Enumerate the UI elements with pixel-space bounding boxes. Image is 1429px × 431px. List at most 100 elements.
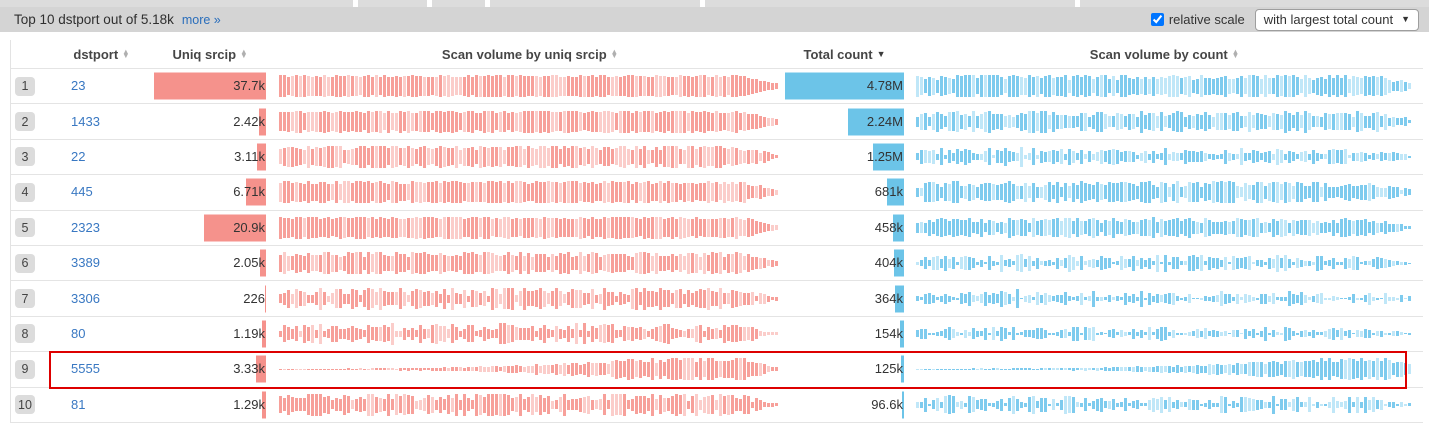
sort-icon: ▲ ▼ (122, 46, 130, 60)
column-header-label: Uniq srcip (172, 46, 237, 62)
total-count-bar (901, 355, 904, 383)
total-count-value: 154k (874, 325, 903, 341)
table-body: 1 23 37.7k 4.78M 2 1433 2.42k 2.24M 3 22 3.11k 1.25… (11, 69, 1423, 423)
total-count-value: 2.24M (866, 113, 903, 129)
dstport-link[interactable]: 81 (71, 396, 86, 412)
uniq-srcip-bar (259, 108, 266, 136)
column-header-uniq_srcip[interactable]: Uniq srcip ▲ ▼ (154, 47, 266, 62)
srcip-sparkline (279, 144, 781, 170)
uniq-srcip-value: 2.05k (233, 255, 265, 271)
rank-badge: 9 (15, 359, 35, 379)
total-count-value: 681k (874, 184, 903, 200)
relative-scale-checkbox[interactable] (1150, 13, 1164, 26)
table-row: 1 23 37.7k 4.78M (11, 69, 1423, 105)
browser-tab-strip (0, 0, 1429, 7)
rank-badge: 1 (15, 76, 35, 96)
column-header-total_count[interactable]: Total count ▼ (785, 47, 904, 62)
uniq-srcip-bar (256, 355, 266, 383)
table-row: 4 445 6.71k 681k (11, 175, 1423, 211)
total-count-value: 404k (874, 255, 903, 271)
dstport-link[interactable]: 3306 (71, 290, 100, 306)
total-count-bar (893, 214, 904, 242)
dstport-link[interactable]: 5555 (71, 361, 100, 377)
column-header-dstport[interactable]: dstport ▲ ▼ (49, 47, 154, 62)
total-count-value: 1.25M (866, 148, 903, 164)
count-sparkline (916, 392, 1413, 418)
tab-separator (427, 0, 432, 7)
total-count-bar (848, 108, 904, 136)
count-sparkline (916, 250, 1413, 276)
uniq-srcip-bar (246, 178, 266, 206)
total-count-value: 458k (874, 219, 903, 235)
column-header-label: Total count (803, 46, 873, 62)
sort-icon: ▲ ▼ (610, 46, 619, 60)
sort-icon: ▲ ▼ (240, 46, 248, 60)
count-sparkline (916, 215, 1413, 241)
table-row: 2 1433 2.42k 2.24M (11, 104, 1423, 140)
uniq-srcip-bar (257, 143, 266, 171)
uniq-srcip-value: 3.33k (233, 361, 265, 377)
rank-badge: 3 (15, 147, 35, 167)
count-sparkline (916, 321, 1413, 347)
table-row: 6 3389 2.05k 404k (11, 246, 1423, 282)
table-row: 5 2323 20.9k 458k (11, 211, 1423, 246)
uniq-srcip-bar (260, 249, 266, 277)
total-count-bar (902, 391, 904, 419)
table-row: 10 81 1.29k 96.6k (11, 388, 1423, 423)
uniq-srcip-value: 37.7k (233, 78, 265, 94)
total-count-bar (785, 72, 904, 100)
table-row: 8 80 1.19k 154k (11, 317, 1423, 353)
uniq-srcip-bar (262, 320, 266, 348)
srcip-sparkline (279, 286, 781, 312)
dstport-link[interactable]: 445 (71, 184, 93, 200)
table-row: 3 22 3.11k 1.25M (11, 140, 1423, 176)
total-count-bar (894, 249, 904, 277)
srcip-sparkline (279, 73, 781, 99)
count-sparkline (916, 179, 1413, 205)
rank-badge: 7 (15, 289, 35, 309)
column-header-label: Scan volume by count (1089, 46, 1228, 62)
more-link[interactable]: more » (181, 12, 221, 27)
table-row: 9 5555 3.33k 125k (11, 351, 1423, 389)
tab-separator (700, 0, 705, 7)
count-sparkline (916, 73, 1413, 99)
uniq-srcip-value: 1.19k (233, 325, 265, 341)
srcip-sparkline (279, 392, 781, 418)
dstport-link[interactable]: 1433 (71, 113, 100, 129)
panel-titlebar: Top 10 dstport out of 5.18k more » relat… (0, 7, 1429, 32)
total-count-bar (900, 320, 904, 348)
dstport-link[interactable]: 80 (71, 325, 86, 341)
rank-badge: 4 (15, 182, 35, 202)
total-count-value: 96.6k (871, 396, 903, 412)
total-count-bar (873, 143, 904, 171)
uniq-srcip-bar (204, 214, 266, 242)
dstport-link[interactable]: 3389 (71, 255, 100, 271)
total-count-bar (895, 285, 904, 313)
uniq-srcip-value: 6.71k (233, 184, 265, 200)
scale-select[interactable]: with largest total count ▼ (1254, 8, 1419, 31)
dstport-link[interactable]: 22 (71, 148, 86, 164)
chevron-down-icon: ▼ (1401, 14, 1410, 24)
rank-badge: 2 (15, 112, 35, 132)
uniq-srcip-bar (265, 285, 266, 313)
count-sparkline (916, 356, 1413, 382)
uniq-srcip-value: 2.42k (233, 113, 265, 129)
total-count-bar (887, 178, 904, 206)
tab-separator (1075, 0, 1080, 7)
sort-desc-icon: ▼ (876, 49, 886, 59)
column-header-label: Scan volume by uniq srcip (441, 46, 607, 62)
dstport-link[interactable]: 23 (71, 78, 86, 94)
srcip-sparkline (279, 321, 781, 347)
column-header-spark_srcip[interactable]: Scan volume by uniq srcip ▲ ▼ (279, 47, 781, 62)
panel-title: Top 10 dstport out of 5.18k (14, 12, 174, 27)
rank-badge: 8 (15, 324, 35, 344)
rank-badge: 10 (15, 395, 35, 415)
count-sparkline (916, 286, 1413, 312)
top10-table: dstport ▲ ▼ Uniq srcip ▲ ▼ Scan volume by uniq… (10, 40, 1423, 423)
srcip-sparkline (279, 215, 781, 241)
column-header-spark_count[interactable]: Scan volume by count ▲ ▼ (916, 47, 1413, 62)
uniq-srcip-bar (262, 391, 266, 419)
column-header-label: dstport (73, 46, 119, 62)
tab-separator (353, 0, 358, 7)
dstport-link[interactable]: 2323 (71, 219, 100, 235)
